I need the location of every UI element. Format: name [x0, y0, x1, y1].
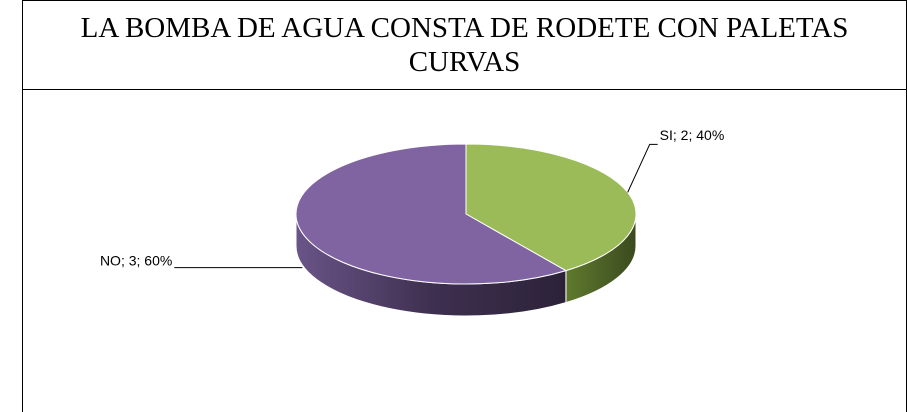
leader-line	[627, 143, 658, 193]
data-label: SI; 2; 40%	[660, 127, 725, 143]
data-label: NO; 3; 60%	[100, 252, 172, 268]
pie-slice	[295, 143, 568, 285]
chart-frame: LA BOMBA DE AGUA CONSTA DE RODETE CON PA…	[22, 0, 907, 412]
chart-title: LA BOMBA DE AGUA CONSTA DE RODETE CON PA…	[23, 1, 906, 90]
